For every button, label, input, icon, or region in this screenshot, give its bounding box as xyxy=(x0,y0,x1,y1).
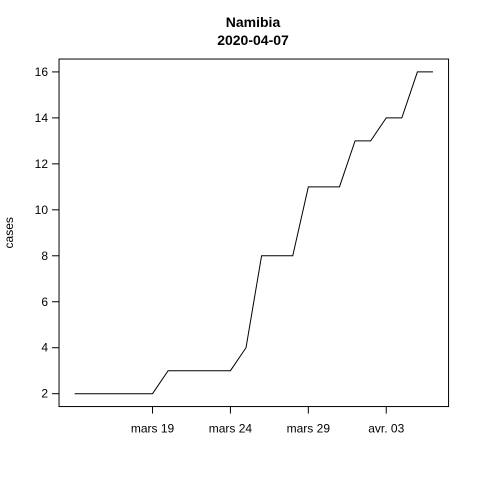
y-tick-label: 14 xyxy=(35,111,49,125)
y-tick-label: 6 xyxy=(41,295,48,309)
x-axis: mars 19 mars 24 mars 29 avr. 03 xyxy=(131,407,405,436)
y-axis: 2 4 6 8 10 12 14 16 xyxy=(35,65,59,401)
y-tick-label: 16 xyxy=(35,65,49,79)
x-tick-label: mars 24 xyxy=(209,422,253,436)
y-tick-label: 4 xyxy=(41,341,48,355)
y-tick-label: 8 xyxy=(41,249,48,263)
plot-area-frame xyxy=(59,59,449,407)
y-tick-label: 10 xyxy=(35,203,49,217)
x-tick-label: mars 29 xyxy=(287,422,331,436)
y-tick-label: 12 xyxy=(35,157,49,171)
x-tick-label: mars 19 xyxy=(131,422,175,436)
chart-subtitle: 2020-04-07 xyxy=(217,32,289,48)
series-line xyxy=(75,72,433,394)
chart-title: Namibia xyxy=(226,14,281,30)
y-tick-label: 2 xyxy=(41,387,48,401)
y-axis-label: cases xyxy=(2,217,16,248)
x-tick-label: avr. 03 xyxy=(368,422,404,436)
